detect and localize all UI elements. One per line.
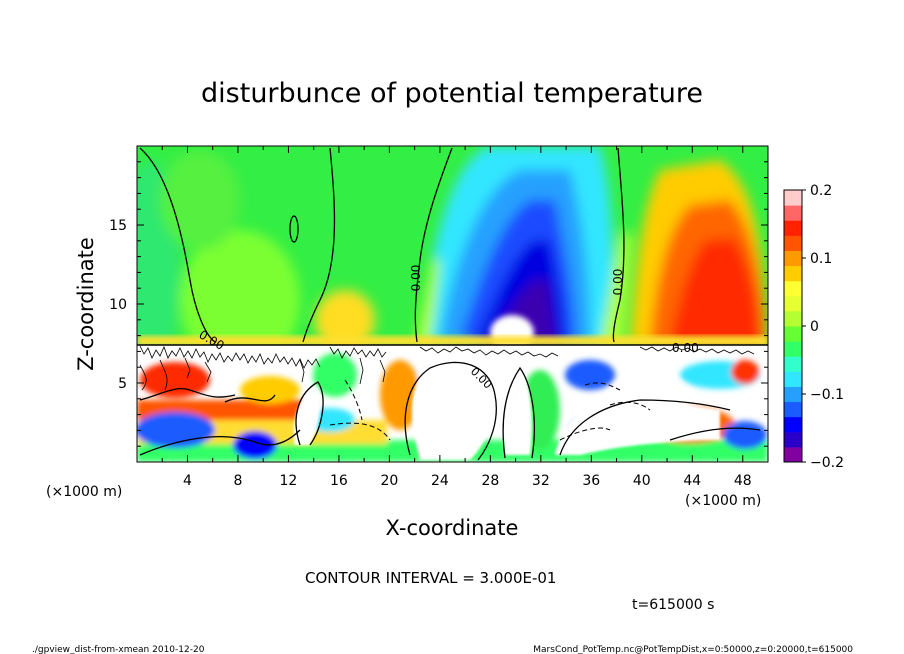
colorbar-swatch — [784, 280, 802, 297]
x-tick-label: 24 — [431, 473, 449, 489]
x-tick-label: 12 — [280, 473, 298, 489]
contour-label: 0.00 — [672, 341, 699, 355]
colorbar-swatch — [784, 386, 802, 403]
heatmap-field — [137, 146, 768, 462]
colorbar-swatch — [784, 446, 802, 463]
x-tick-label: 4 — [183, 473, 192, 489]
footer-right-text: MarsCond_PotTemp.nc@PotTempDist,x=0:5000… — [533, 645, 853, 654]
x-tick-label: 40 — [633, 473, 651, 489]
chart-title: disturbunce of potential temperature — [201, 78, 703, 109]
colorbar-swatch — [784, 401, 802, 418]
colorbar-swatch — [784, 250, 802, 267]
colorbar-swatch — [784, 235, 802, 251]
z-unit-label: (×1000 m) — [685, 493, 761, 509]
x-tick-label: 48 — [734, 473, 752, 489]
colorbar — [784, 190, 802, 463]
colorbar-swatch — [784, 356, 802, 372]
colorbar-swatch — [784, 416, 802, 433]
y-tick-label: 5 — [118, 376, 127, 392]
x-unit-label: (×1000 m) — [46, 484, 122, 500]
contour-label: 0.00 — [409, 265, 423, 292]
x-axis: 4 8 12 16 20 24 28 32 36 40 44 48 — [161, 146, 752, 489]
colorbar-tick-label: −0.2 — [810, 455, 844, 471]
x-tick-label: 16 — [330, 473, 348, 489]
colorbar-swatch — [784, 205, 802, 221]
contour-label: 0.00 — [611, 269, 625, 296]
colorbar-tick-label: −0.1 — [810, 387, 844, 403]
colorbar-swatch — [784, 310, 802, 327]
x-tick-label: 28 — [481, 473, 499, 489]
x-tick-label: 32 — [532, 473, 550, 489]
colorbar-swatch — [784, 371, 802, 387]
colorbar-swatch — [784, 431, 802, 448]
y-tick-label: 10 — [109, 297, 127, 313]
y-axis-label: Z-coordinate — [74, 237, 98, 371]
colorbar-swatch — [784, 341, 802, 357]
colorbar-swatch — [784, 220, 802, 236]
x-tick-label: 44 — [683, 473, 701, 489]
x-axis-label: X-coordinate — [386, 516, 519, 540]
colorbar-tick-label: 0.1 — [810, 251, 832, 267]
colorbar-swatch — [784, 265, 802, 282]
y-axis: 5 10 15 — [109, 161, 768, 447]
colorbar-swatch — [784, 190, 802, 206]
colorbar-tick-label: 0.2 — [810, 183, 832, 199]
time-text: t=615000 s — [632, 597, 714, 613]
y-tick-label: 15 — [109, 218, 127, 234]
colorbar-ticks: 0.2 0.1 0 −0.1 −0.2 — [802, 183, 844, 471]
colorbar-tick-label: 0 — [810, 319, 819, 335]
contour-interval-text: CONTOUR INTERVAL = 3.000E-01 — [305, 569, 556, 587]
colorbar-swatch — [784, 295, 802, 312]
x-tick-label: 20 — [380, 473, 398, 489]
footer-left-text: ./gpview_dist-from-xmean 2010-12-20 — [32, 645, 205, 654]
colorbar-swatch — [784, 326, 802, 342]
x-tick-label: 8 — [233, 473, 242, 489]
x-tick-label: 36 — [582, 473, 600, 489]
contour-lines — [139, 147, 761, 461]
